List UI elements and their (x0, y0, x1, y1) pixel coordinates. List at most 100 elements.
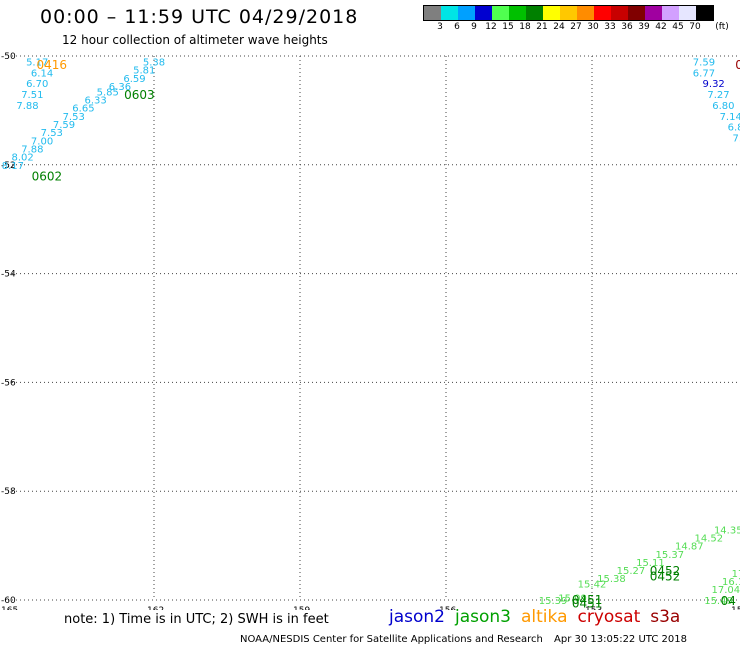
scale-label: 33 (604, 22, 616, 32)
legend-s3a: s3a (650, 607, 681, 627)
x-tick-label: -153 (582, 606, 602, 610)
track-time-label: 0602 (32, 170, 63, 184)
satellite-legend: jason2 jason3 altika cryosat s3a (389, 607, 690, 627)
wave-height-value: 6.80 (712, 101, 734, 112)
y-tick-label: -56 (1, 378, 16, 388)
wave-height-value: 15.39 (539, 596, 568, 607)
footer-note: note: 1) Time is in UTC; 2) SWH is in fe… (64, 612, 329, 627)
wave-height-value: 7.14 (720, 112, 740, 123)
scale-label: 39 (638, 22, 650, 32)
footer-timestamp: Apr 30 13:05:22 UTC 2018 (554, 634, 687, 645)
axis-tick-labels: -165 -162 -159 -156 -153 -150 -50 -52 -54 -56 -58 -… (0, 52, 740, 610)
legend-cryosat: cryosat (577, 607, 641, 627)
scale-swatch (577, 6, 594, 20)
track-time-label: 0416 (37, 58, 68, 72)
y-tick-label: -60 (1, 596, 16, 606)
altimeter-plot: -165 -162 -159 -156 -153 -150 -50 -52 -54 -56 -58 -… (0, 52, 740, 610)
y-tick-label: -50 (1, 52, 16, 62)
wave-height-value: 9.32 (703, 79, 725, 90)
scale-swatch (696, 6, 713, 20)
wave-height-value: 15.11 (636, 558, 665, 569)
legend-altika: altika (521, 607, 568, 627)
y-tick-label: -58 (1, 487, 16, 497)
wave-height-value: 6.59 (123, 74, 145, 85)
scale-label: 30 (587, 22, 599, 32)
track-time-labels: 04160603060205045204520451045104 (32, 58, 740, 610)
y-tick-label: -52 (1, 161, 16, 171)
scale-swatch (458, 6, 475, 20)
wave-height-value: 6.36 (109, 82, 131, 93)
wave-height-value: 15.49 (704, 596, 733, 607)
scale-label: 42 (655, 22, 667, 32)
wave-height-value: 15.42 (578, 580, 607, 591)
track-time-label: 0451 (572, 593, 603, 607)
color-scale-labels: 3 6 9 12 15 18 21 24 27 30 33 36 39 42 45 70 (ft) (423, 22, 740, 36)
scale-swatch (560, 6, 577, 20)
wave-height-value: 7.53 (41, 128, 63, 139)
wave-height-value: 7.00 (31, 136, 53, 147)
scale-label: 70 (689, 22, 701, 32)
scale-swatch (441, 6, 458, 20)
wave-height-value: 5.38 (143, 57, 165, 68)
wave-height-value: 5.17 (26, 57, 48, 68)
wave-height-value: 6.65 (72, 104, 94, 115)
scale-label: 12 (485, 22, 497, 32)
scale-swatch (662, 6, 679, 20)
scale-label: 9 (471, 22, 477, 32)
scale-label: 6 (454, 22, 460, 32)
scale-label: 24 (553, 22, 565, 32)
footer-credit: NOAA/NESDIS Center for Satellite Applica… (240, 634, 543, 645)
scale-label: 21 (536, 22, 548, 32)
x-tick-label: -165 (0, 606, 18, 610)
x-tick-label: -156 (436, 606, 457, 610)
wave-height-value: 6.70 (26, 79, 48, 90)
chart-subtitle: 12 hour collection of altimeter wave hei… (62, 33, 328, 47)
scale-swatch (645, 6, 662, 20)
scale-label: (ft) (715, 22, 729, 32)
scale-label: 3 (437, 22, 443, 32)
y-tick-label: -54 (1, 270, 16, 280)
scale-label: 18 (519, 22, 531, 32)
wave-height-value: 7.53 (63, 112, 85, 123)
scale-swatch (492, 6, 509, 20)
track-time-label: 0452 (650, 564, 681, 578)
wave-height-color-scale: 3 6 9 12 15 18 21 24 27 30 33 36 39 42 45 70 (ft) (423, 5, 729, 32)
wave-height-points: 5.176.146.707.517.885.385.816.596.365.85… (2, 57, 740, 607)
track-time-label: 0451 (572, 597, 603, 610)
wave-height-value: 14.35 (714, 525, 740, 536)
wave-height-value: 5.81 (133, 66, 155, 77)
legend-jason2: jason2 (389, 607, 445, 627)
chart-title: 00:00 – 11:59 UTC 04/29/2018 (40, 6, 359, 28)
wave-height-value: 17 (732, 569, 740, 580)
wave-height-value: 7.88 (16, 101, 38, 112)
wave-height-value: 6.77 (693, 68, 715, 79)
x-tick-label: -162 (144, 606, 164, 610)
scale-swatch (424, 6, 441, 20)
wave-height-value: 15.27 (617, 566, 646, 577)
wave-height-value: 15.09 (558, 593, 587, 604)
scale-swatch (611, 6, 628, 20)
wave-height-value: 15.37 (656, 550, 685, 561)
track-time-label: 0452 (650, 570, 681, 584)
wave-height-value: 7.27 (707, 90, 729, 101)
scale-label: 45 (672, 22, 684, 32)
color-scale-swatches (423, 5, 714, 21)
wave-height-value: 14.52 (694, 533, 723, 544)
legend-jason3: jason3 (455, 607, 511, 627)
wave-height-value: 7.88 (21, 144, 43, 155)
scale-label: 36 (621, 22, 633, 32)
x-tick-label: -150 (728, 606, 740, 610)
wave-height-value: 7.51 (21, 90, 43, 101)
scale-swatch (543, 6, 560, 20)
wave-height-value: 7.59 (53, 120, 75, 131)
scale-swatch (679, 6, 696, 20)
wave-height-value: 17.04 (712, 585, 740, 596)
scale-swatch (526, 6, 543, 20)
scale-swatch (475, 6, 492, 20)
wave-height-value: 14.87 (675, 542, 704, 553)
x-tick-label: -159 (290, 606, 311, 610)
wave-height-value: 15.38 (597, 574, 626, 585)
scale-label: 27 (570, 22, 582, 32)
scale-swatch (594, 6, 611, 20)
wave-height-value: 6.33 (84, 96, 106, 107)
